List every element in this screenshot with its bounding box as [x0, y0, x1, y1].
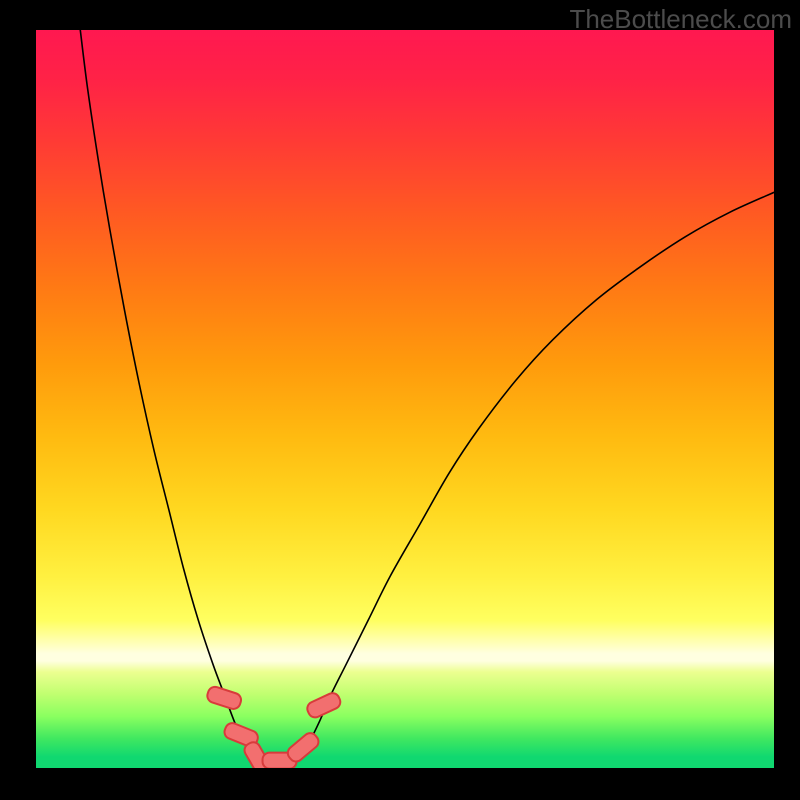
- plot-area: [36, 30, 774, 768]
- gradient-background: [36, 30, 774, 768]
- chart-frame: TheBottleneck.com: [0, 0, 800, 800]
- bottleneck-curve-chart: [36, 30, 774, 768]
